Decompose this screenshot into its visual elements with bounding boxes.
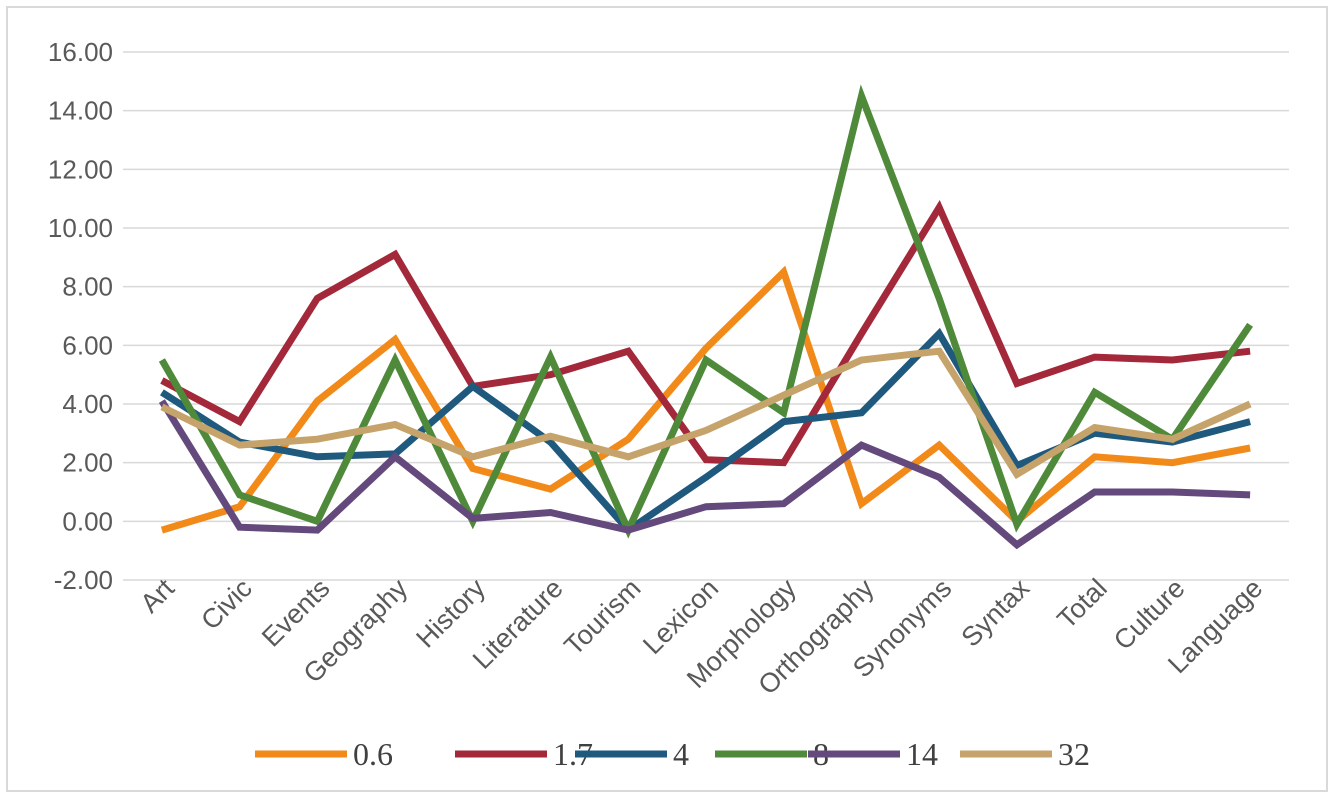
y-tick-label: 10.00 xyxy=(48,213,113,243)
y-tick-label: 2.00 xyxy=(62,448,113,478)
series-lines xyxy=(158,84,1253,550)
x-tick-label: Total xyxy=(1051,573,1113,635)
x-tick-label: Tourism xyxy=(558,573,646,661)
y-tick-label: -2.00 xyxy=(54,565,113,595)
series-line-8 xyxy=(158,84,1253,539)
x-tick-label: Civic xyxy=(195,573,258,636)
y-axis-ticks: 16.00 14.00 12.00 10.00 8.00 6.00 4.00 2.00 0.00… xyxy=(48,37,113,595)
y-tick-label: 4.00 xyxy=(62,389,113,419)
y-tick-label: 14.00 xyxy=(48,96,113,126)
y-tick-label: 16.00 xyxy=(48,37,113,67)
gridlines xyxy=(123,51,1289,581)
legend-label-0.6: 0.6 xyxy=(353,736,393,772)
legend-label-32: 32 xyxy=(1058,736,1090,772)
series-line-32 xyxy=(160,347,1252,480)
series-line-1.7 xyxy=(160,199,1251,467)
x-axis-ticks: Art CivicEventsGeographyHistoryLiterature… xyxy=(134,573,1268,701)
legend: 0.61.7481432 xyxy=(255,736,1090,772)
y-tick-label: 8.00 xyxy=(62,272,113,302)
legend-label-14: 14 xyxy=(906,736,938,772)
y-tick-label: 0.00 xyxy=(62,506,113,536)
y-tick-label: 6.00 xyxy=(62,330,113,360)
x-tick-label: Syntax xyxy=(956,573,1036,653)
series-line-14 xyxy=(158,399,1251,550)
series-line-0.6 xyxy=(160,265,1251,534)
y-tick-label: 12.00 xyxy=(48,154,113,184)
legend-label-4: 4 xyxy=(673,736,689,772)
